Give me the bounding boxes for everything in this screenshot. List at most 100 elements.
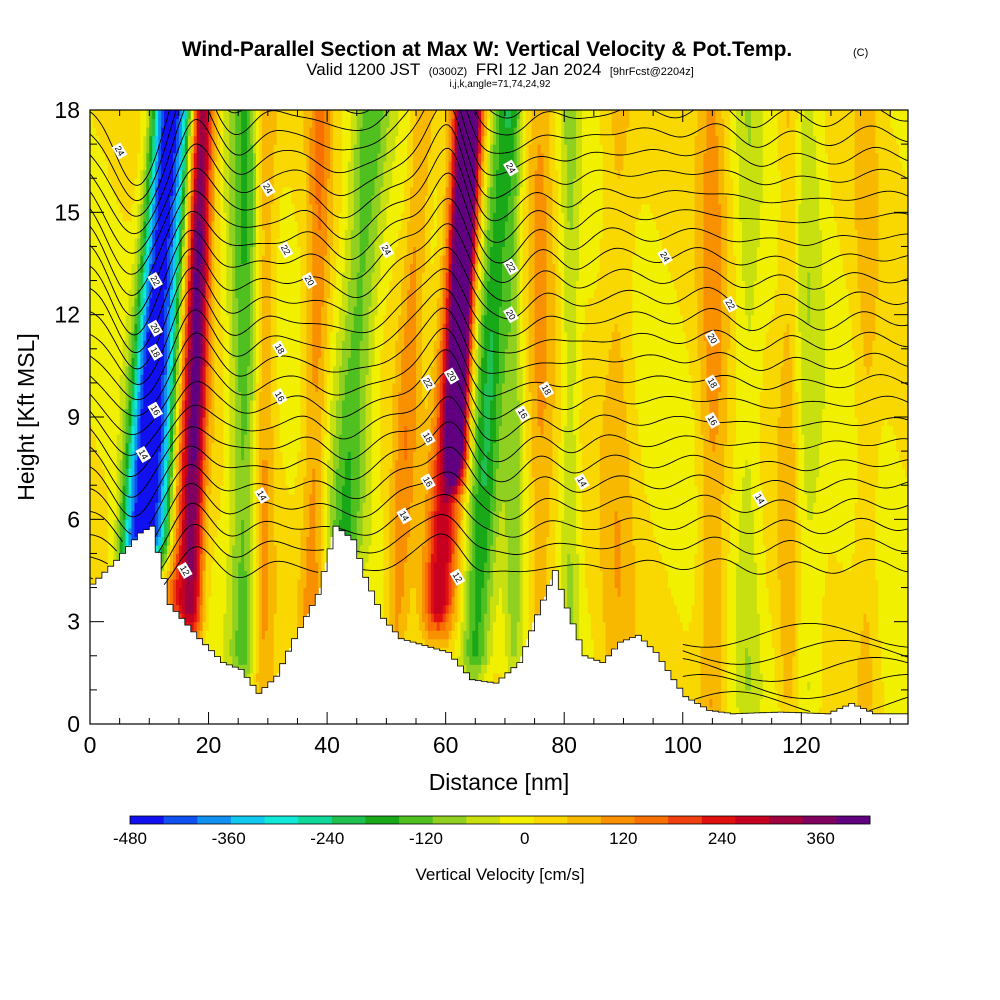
velocity-cell xyxy=(110,161,115,171)
velocity-cell xyxy=(134,340,139,350)
velocity-cell xyxy=(110,408,115,418)
velocity-cell xyxy=(101,169,106,179)
velocity-cell xyxy=(134,135,139,145)
velocity-cell xyxy=(119,382,124,393)
velocity-cell xyxy=(113,365,118,375)
velocity-cell xyxy=(131,246,136,256)
velocity-cell xyxy=(119,289,124,299)
velocity-cell xyxy=(143,297,147,307)
velocity-cell xyxy=(104,493,109,503)
velocity-cell xyxy=(119,297,124,307)
velocity-cell xyxy=(128,391,133,401)
velocity-cell xyxy=(119,169,124,179)
velocity-cell xyxy=(131,263,136,273)
velocity-cell xyxy=(137,408,141,418)
velocity-cell xyxy=(98,144,103,154)
velocity-cell xyxy=(134,485,139,495)
velocity-cell xyxy=(90,178,94,188)
utc-time: (0300Z) xyxy=(429,66,468,78)
velocity-cell xyxy=(134,169,139,179)
velocity-cell xyxy=(107,536,112,546)
velocity-cell xyxy=(98,544,103,555)
velocity-cell xyxy=(140,357,144,367)
velocity-cell xyxy=(110,391,115,401)
velocity-cell xyxy=(95,144,100,154)
velocity-cell xyxy=(113,195,118,205)
velocity-cell xyxy=(122,297,127,307)
velocity-cell xyxy=(95,476,100,486)
velocity-cell xyxy=(107,408,112,418)
velocity-cell xyxy=(101,417,106,427)
velocity-cell xyxy=(101,314,106,324)
velocity-cell xyxy=(122,485,127,495)
velocity-cell xyxy=(104,280,109,290)
velocity-cell xyxy=(125,399,130,410)
velocity-cell xyxy=(98,212,103,222)
velocity-cell xyxy=(137,289,141,299)
velocity-cell xyxy=(122,118,127,128)
velocity-cell xyxy=(90,169,94,179)
velocity-cell xyxy=(110,485,115,495)
velocity-cell xyxy=(122,161,127,171)
velocity-cell xyxy=(143,212,147,222)
velocity-cell xyxy=(116,289,121,299)
velocity-cell xyxy=(134,399,139,410)
velocity-cell xyxy=(143,391,147,401)
velocity-cell xyxy=(92,169,97,179)
velocity-cell xyxy=(110,553,115,563)
velocity-cell xyxy=(140,382,144,393)
velocity-cell xyxy=(98,280,103,290)
velocity-cell xyxy=(137,135,141,145)
velocity-cell xyxy=(107,340,112,350)
velocity-cell xyxy=(90,203,94,213)
velocity-cell xyxy=(143,203,147,213)
velocity-cell xyxy=(119,127,124,137)
velocity-cell xyxy=(131,323,136,333)
velocity-cell xyxy=(110,289,115,299)
velocity-cell xyxy=(122,314,127,324)
velocity-cell xyxy=(116,502,121,512)
velocity-cell xyxy=(104,417,109,427)
velocity-cell xyxy=(104,178,109,188)
velocity-cell xyxy=(131,110,136,120)
velocity-cell xyxy=(143,169,147,179)
velocity-cell xyxy=(131,220,136,230)
velocity-cell xyxy=(137,493,141,503)
velocity-cell xyxy=(134,382,139,393)
velocity-cell xyxy=(140,152,144,162)
velocity-cell xyxy=(110,272,115,282)
velocity-cell xyxy=(95,382,100,393)
velocity-cell xyxy=(113,254,118,265)
velocity-cell xyxy=(116,485,121,495)
velocity-cell xyxy=(119,323,124,333)
velocity-cell xyxy=(131,340,136,350)
velocity-cell xyxy=(92,399,97,410)
velocity-cell xyxy=(95,323,100,333)
velocity-cell xyxy=(107,152,112,162)
velocity-cell xyxy=(134,331,139,341)
velocity-cell xyxy=(128,417,133,427)
velocity-cell xyxy=(101,178,106,188)
valid-date: FRI 12 Jan 2024 xyxy=(476,60,602,79)
velocity-cell xyxy=(104,425,109,435)
velocity-cell xyxy=(125,340,130,350)
velocity-cell xyxy=(116,536,121,546)
velocity-cell xyxy=(131,485,136,495)
velocity-cell xyxy=(143,485,147,495)
velocity-cell xyxy=(119,237,124,248)
velocity-cell xyxy=(128,519,133,529)
velocity-cell xyxy=(107,289,112,299)
velocity-cell xyxy=(113,536,118,546)
velocity-cell xyxy=(113,280,118,290)
velocity-cell xyxy=(140,476,144,486)
velocity-cell xyxy=(125,468,130,478)
velocity-cell xyxy=(119,408,124,418)
velocity-cell xyxy=(146,425,150,435)
velocity-cell xyxy=(107,510,112,520)
velocity-cell xyxy=(95,178,100,188)
velocity-cell xyxy=(90,272,94,282)
velocity-cell xyxy=(90,348,94,358)
velocity-cell xyxy=(92,178,97,188)
velocity-cell xyxy=(128,118,133,128)
velocity-cell xyxy=(95,280,100,290)
